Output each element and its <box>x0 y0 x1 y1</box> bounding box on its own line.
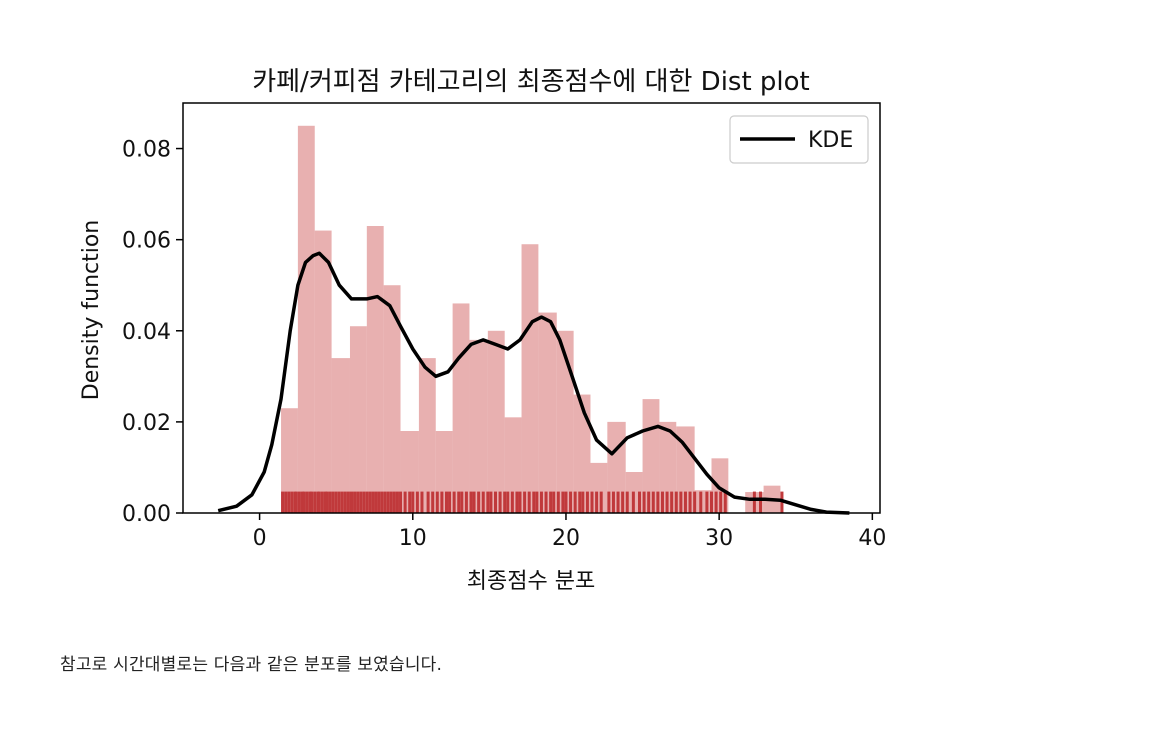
histogram-bar <box>590 462 608 513</box>
chart-title: 카페/커피점 카테고리의 최종점수에 대한 Dist plot <box>252 67 810 97</box>
histogram-bar <box>366 226 384 513</box>
plot-frame <box>182 102 881 514</box>
histogram-bar <box>573 394 591 513</box>
x-tick-label: 20 <box>552 526 580 551</box>
y-tick-label: 0.04 <box>122 320 171 345</box>
rug-marks <box>281 491 784 513</box>
histogram-bar <box>383 285 401 513</box>
x-tick-label: 30 <box>705 526 733 551</box>
x-axis-label: 최종점수 분포 <box>467 569 595 594</box>
histogram-bar <box>418 358 436 513</box>
x-tick-label: 40 <box>858 526 886 551</box>
x-tick-label: 10 <box>399 526 427 551</box>
histogram-bar <box>694 490 712 513</box>
dist-plot: 카페/커피점 카테고리의 최종점수에 대한 Dist plot 0 10 20 30 4… <box>79 67 886 594</box>
histogram-bar <box>556 330 574 513</box>
histogram-bar <box>487 330 505 513</box>
y-axis-ticks: 0.00 0.02 0.04 0.06 0.08 <box>122 138 183 527</box>
histogram-bar <box>469 339 488 513</box>
x-axis-ticks: 0 10 20 30 40 <box>253 513 886 551</box>
histogram-bar <box>281 408 298 513</box>
y-axis-label: Density function <box>79 220 104 401</box>
y-tick-label: 0.06 <box>122 229 171 254</box>
histogram-bar <box>676 426 695 513</box>
histogram-bar <box>538 312 557 513</box>
x-tick-label: 0 <box>253 526 267 551</box>
legend: KDE <box>729 115 869 164</box>
y-tick-label: 0.02 <box>122 411 171 436</box>
legend-box <box>729 115 869 164</box>
histogram-bar <box>452 303 470 513</box>
histogram-bar <box>314 230 332 514</box>
y-tick-label: 0.08 <box>122 138 171 163</box>
caption-text: 참고로 시간대별로는 다음과 같은 분포를 보였습니다. <box>60 655 443 675</box>
histogram-bar <box>297 125 315 514</box>
histogram-bars <box>281 125 781 514</box>
histogram-bar <box>349 326 367 513</box>
y-tick-label: 0.00 <box>122 502 171 527</box>
histogram-bar <box>521 244 539 513</box>
histogram-bar <box>331 358 350 513</box>
legend-kde-label: KDE <box>808 128 853 153</box>
histogram-bar <box>504 417 522 513</box>
histogram-bar <box>659 421 677 513</box>
kde-curve <box>217 251 850 515</box>
